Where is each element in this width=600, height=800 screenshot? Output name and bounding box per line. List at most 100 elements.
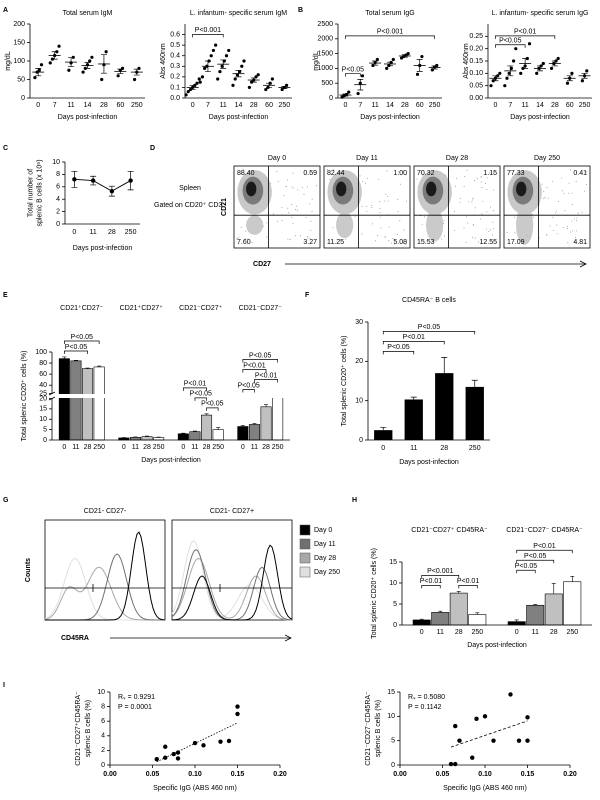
event-dot — [577, 212, 579, 214]
annotation: P<0.05 — [237, 382, 259, 389]
event-dot — [474, 180, 476, 182]
event-dot — [310, 229, 312, 231]
group-label: CD21⁻CD27⁺ — [179, 305, 222, 312]
event-dot — [575, 236, 576, 238]
error-bar — [419, 618, 424, 620]
x-tick-label: 28 — [550, 629, 558, 636]
error-bar — [252, 423, 257, 425]
data-point — [231, 83, 235, 87]
error-bar — [250, 77, 257, 83]
legend-swatch — [299, 538, 311, 550]
error-bar — [204, 413, 209, 416]
significance-bracket — [421, 585, 441, 589]
x-tick-label: 0 — [381, 445, 385, 452]
chart-title: L. infantum- specific serum IgM — [190, 10, 287, 17]
data-point — [171, 751, 176, 757]
error-bar — [145, 435, 150, 437]
event-dot — [466, 216, 468, 218]
annotation: P<0.05 — [387, 344, 409, 351]
y-tick-label: 30 — [355, 319, 363, 326]
x-tick-label: 11 — [67, 102, 74, 109]
bar — [237, 426, 249, 441]
y-axis-label: mg/dL — [313, 51, 320, 71]
x-axis-label: Days post-infection — [73, 245, 133, 252]
trend-line — [156, 722, 238, 763]
data-point — [227, 48, 231, 53]
x-tick-label: 60 — [116, 102, 124, 109]
group-label: CD21⁻CD27⁻ CD45RA⁻ — [506, 527, 583, 534]
annotation: P<0.05 — [71, 334, 93, 341]
data-point — [195, 81, 199, 85]
annotation: P<0.001 — [195, 27, 221, 34]
event-dot — [561, 177, 563, 179]
annotation: P<0.01 — [255, 372, 277, 379]
y-tick-label: 25 — [39, 390, 47, 397]
data-point — [175, 756, 181, 761]
x-tick-label: 250 — [471, 629, 483, 636]
x-tick-label: 11 — [532, 629, 539, 636]
data-point — [224, 54, 229, 58]
y-axis-label: Total splenic CD20⁺ cells (%) — [21, 351, 28, 442]
event-dot — [575, 180, 577, 182]
event-dot — [571, 192, 573, 194]
data-point — [109, 188, 115, 194]
data-point — [482, 714, 488, 719]
event-dot — [333, 169, 335, 171]
data-point — [88, 59, 92, 63]
significance-bracket — [458, 585, 478, 589]
data-point — [137, 66, 141, 70]
x-tick-label: 250 — [279, 102, 291, 109]
error-bar — [189, 84, 196, 90]
data-point — [525, 715, 530, 720]
quadrant-value: 3.27 — [303, 239, 317, 246]
x-tick-label: 14 — [235, 102, 243, 109]
data-point — [565, 81, 570, 85]
event-dot — [485, 183, 487, 184]
y-tick-label: 0.0 — [170, 95, 180, 102]
y-tick-label: 0.15 — [469, 58, 483, 65]
data-point — [209, 54, 213, 58]
error-bar — [416, 59, 423, 72]
bar — [129, 437, 141, 441]
x-tick-label: 0 — [181, 444, 185, 451]
error-bar — [342, 93, 349, 97]
error-bar — [522, 58, 529, 69]
data-point — [270, 77, 274, 81]
event-dot — [379, 201, 381, 203]
y-tick-label: 10 — [387, 713, 395, 720]
x-tick-label: 0.00 — [103, 771, 117, 778]
event-dot — [465, 241, 467, 243]
error-bar — [410, 396, 417, 400]
y-axis-label: Total splenic CD20⁺ cells (%) — [371, 548, 378, 639]
event-dot — [547, 197, 549, 199]
significance-bracket — [206, 407, 219, 411]
legend-swatch — [299, 524, 311, 536]
x-tick-label: 0.15 — [231, 771, 245, 778]
data-point — [391, 57, 395, 62]
significance-bracket — [182, 387, 207, 391]
legend-label: Day 28 — [314, 555, 336, 562]
quadrant-value: 77.33 — [507, 170, 525, 177]
quadrant-value: 88.40 — [237, 170, 255, 177]
event-dot — [493, 189, 494, 191]
quadrant-value: 7.60 — [237, 239, 251, 246]
significance-bracket — [495, 35, 556, 39]
legend-label: Day 0 — [314, 527, 332, 534]
event-dot — [397, 198, 399, 200]
data-point — [415, 72, 420, 76]
event-dot — [570, 231, 572, 233]
x-tick-label: 0 — [493, 102, 497, 109]
x-tick-label: 7 — [206, 102, 210, 109]
y-tick-label: 6 — [56, 184, 60, 191]
data-point — [264, 87, 268, 92]
event-dot — [266, 222, 268, 224]
event-dot — [311, 210, 313, 212]
event-dot — [238, 236, 240, 238]
y-tick-label: 0 — [393, 622, 397, 629]
data-point — [511, 59, 516, 63]
stat-label: Rₛ = 0.5080 — [408, 694, 445, 701]
group-label: CD21⁻CD27⁺ CD45RA⁻ — [411, 527, 488, 534]
data-point — [226, 738, 232, 744]
event-dot — [571, 204, 573, 205]
annotation: P<0.05 — [499, 38, 521, 45]
